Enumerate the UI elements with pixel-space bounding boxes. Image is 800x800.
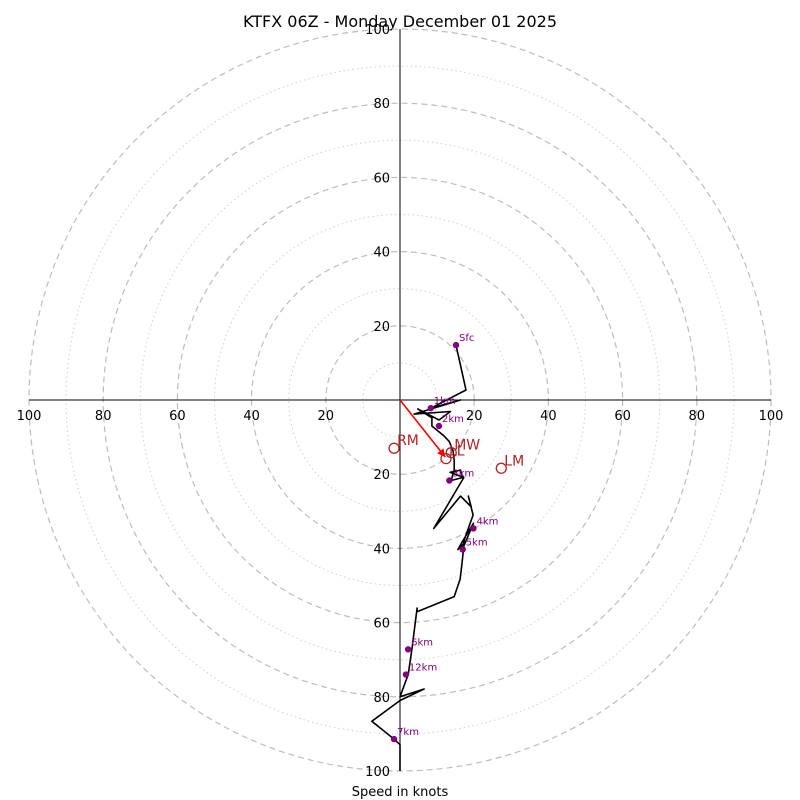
height-marker-6km [404, 646, 412, 653]
height-label-5km: 5km [466, 538, 488, 549]
height-label-7km: 7km [397, 727, 419, 738]
height-marker-2km [435, 422, 443, 430]
storm-marker-lm [495, 462, 507, 474]
tick-label-top-20: 20 [373, 320, 390, 335]
height-marker-7km [390, 735, 398, 743]
tick-label-right-40: 40 [540, 409, 557, 424]
tick-label-right-60: 60 [614, 409, 631, 424]
tick-label-right-100: 100 [759, 409, 784, 424]
height-marker-sfc [452, 341, 460, 349]
tick-label-bottom-20: 20 [373, 468, 390, 483]
tick-label-bottom-60: 60 [373, 617, 390, 632]
height-marker-1km [427, 404, 434, 412]
series-mean-wind-vector [399, 399, 446, 458]
height-label-1km: 1km [434, 396, 456, 407]
storm-label-lm: LM [504, 453, 524, 469]
tick-label-top-100: 100 [365, 23, 390, 38]
height-marker-5km [459, 546, 466, 553]
tick-label-top-40: 40 [373, 246, 390, 261]
tick-label-left-100: 100 [17, 409, 42, 424]
tick-label-left-60: 60 [169, 409, 186, 424]
height-label-12km: 12km [409, 663, 437, 674]
height-marker-12km [402, 671, 410, 678]
height-label-sfc: Sfc [459, 333, 474, 344]
chart-title: KTFX 06Z - Monday December 01 2025 [243, 12, 557, 31]
height-label-2km: 2km [442, 414, 464, 425]
tick-label-right-80: 80 [689, 409, 706, 424]
tick-label-right-20: 20 [466, 409, 483, 424]
height-label-6km: 6km [411, 637, 433, 648]
storm-marker-rm [388, 442, 400, 454]
tick-label-left-80: 80 [95, 409, 112, 424]
storm-label-rm: RM [397, 433, 419, 449]
tick-label-bottom-40: 40 [373, 542, 390, 557]
tick-label-left-20: 20 [318, 409, 335, 424]
tick-label-top-80: 80 [373, 97, 390, 112]
height-label-3km: 3km [452, 469, 474, 480]
height-marker-4km [470, 525, 477, 532]
height-markers: Sfc 1km 2km 3km 4km 5km 6km 12km 7km [390, 333, 498, 743]
tick-label-bottom-80: 80 [373, 691, 390, 706]
x-axis-label: Speed in knots [352, 785, 449, 800]
tick-label-left-40: 40 [243, 409, 260, 424]
tick-label-bottom-100: 100 [365, 765, 390, 780]
tick-label-top-60: 60 [373, 171, 390, 186]
storm-marker-mw [445, 447, 457, 459]
height-label-4km: 4km [476, 516, 498, 527]
storm-label-mw: MW [454, 438, 480, 454]
tick-labels: 20 20 20 20 40 40 40 40 60 60 60 60 80 80 80 80 100 100 10… [17, 23, 784, 780]
height-marker-3km [446, 477, 453, 484]
hodograph-lines [370, 344, 475, 771]
series-hodograph [370, 344, 475, 771]
